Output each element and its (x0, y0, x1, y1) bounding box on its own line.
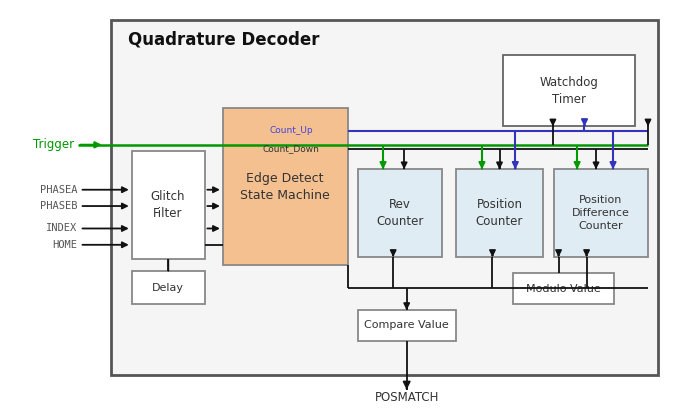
Text: Edge Detect
State Machine: Edge Detect State Machine (240, 172, 330, 202)
FancyBboxPatch shape (503, 55, 634, 126)
FancyBboxPatch shape (554, 169, 648, 257)
Text: PHASEA: PHASEA (40, 185, 78, 195)
Text: Glitch
Filter: Glitch Filter (151, 190, 186, 220)
FancyBboxPatch shape (132, 151, 205, 259)
FancyBboxPatch shape (358, 310, 456, 341)
Text: Count_Down: Count_Down (263, 144, 320, 153)
FancyBboxPatch shape (132, 271, 205, 304)
Text: Delay: Delay (152, 283, 184, 293)
FancyBboxPatch shape (513, 273, 614, 304)
Text: PHASEB: PHASEB (40, 201, 78, 211)
Text: Position
Difference
Counter: Position Difference Counter (572, 195, 630, 231)
Text: HOME: HOME (53, 240, 78, 250)
FancyBboxPatch shape (358, 169, 442, 257)
Text: Rev
Counter: Rev Counter (376, 198, 424, 228)
FancyBboxPatch shape (456, 169, 543, 257)
FancyBboxPatch shape (223, 108, 348, 265)
Text: Count_Up: Count_Up (269, 126, 313, 135)
Text: Position
Counter: Position Counter (476, 198, 523, 228)
Text: Compare Value: Compare Value (364, 320, 449, 330)
Text: POSMATCH: POSMATCH (375, 391, 439, 404)
Text: Quadrature Decoder: Quadrature Decoder (128, 31, 320, 49)
Text: Trigger: Trigger (33, 138, 74, 151)
Text: INDEX: INDEX (47, 224, 78, 233)
Text: Watchdog
Timer: Watchdog Timer (539, 76, 598, 106)
FancyBboxPatch shape (111, 20, 658, 375)
Text: Modulo Value: Modulo Value (526, 284, 601, 294)
